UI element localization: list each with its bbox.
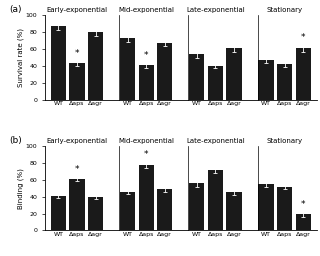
Text: Early-exponential: Early-exponential	[46, 7, 108, 13]
Text: (b): (b)	[10, 136, 22, 145]
Bar	[259, 60, 274, 100]
Text: *: *	[144, 51, 148, 60]
Bar	[88, 197, 103, 230]
Bar	[296, 214, 311, 230]
Text: (a): (a)	[10, 5, 22, 14]
Bar	[139, 165, 154, 230]
Bar	[189, 183, 204, 230]
Text: Stationary: Stationary	[267, 137, 303, 144]
Text: Mid-exponential: Mid-exponential	[118, 7, 174, 13]
Text: *: *	[75, 165, 79, 174]
Text: Late-exponential: Late-exponential	[186, 7, 245, 13]
Text: *: *	[75, 49, 79, 58]
Y-axis label: Survival rate (%): Survival rate (%)	[18, 28, 24, 87]
Bar	[226, 48, 242, 100]
Text: *: *	[301, 33, 305, 41]
Text: Late-exponential: Late-exponential	[186, 137, 245, 144]
Bar	[120, 38, 135, 100]
Y-axis label: Binding (%): Binding (%)	[18, 168, 24, 209]
Bar	[51, 26, 66, 100]
Bar	[226, 193, 242, 230]
Bar	[157, 43, 172, 100]
Text: *: *	[144, 150, 148, 159]
Bar	[296, 48, 311, 100]
Bar	[120, 191, 135, 230]
Bar	[277, 64, 292, 100]
Bar	[69, 63, 84, 100]
Bar	[88, 32, 103, 100]
Bar	[277, 187, 292, 230]
Text: Mid-exponential: Mid-exponential	[118, 137, 174, 144]
Bar	[139, 65, 154, 100]
Text: Early-exponential: Early-exponential	[46, 137, 108, 144]
Bar	[189, 54, 204, 100]
Bar	[208, 66, 223, 100]
Bar	[208, 170, 223, 230]
Bar	[259, 184, 274, 230]
Text: Stationary: Stationary	[267, 7, 303, 13]
Bar	[69, 179, 84, 230]
Bar	[51, 196, 66, 230]
Bar	[157, 189, 172, 230]
Text: *: *	[301, 200, 305, 209]
